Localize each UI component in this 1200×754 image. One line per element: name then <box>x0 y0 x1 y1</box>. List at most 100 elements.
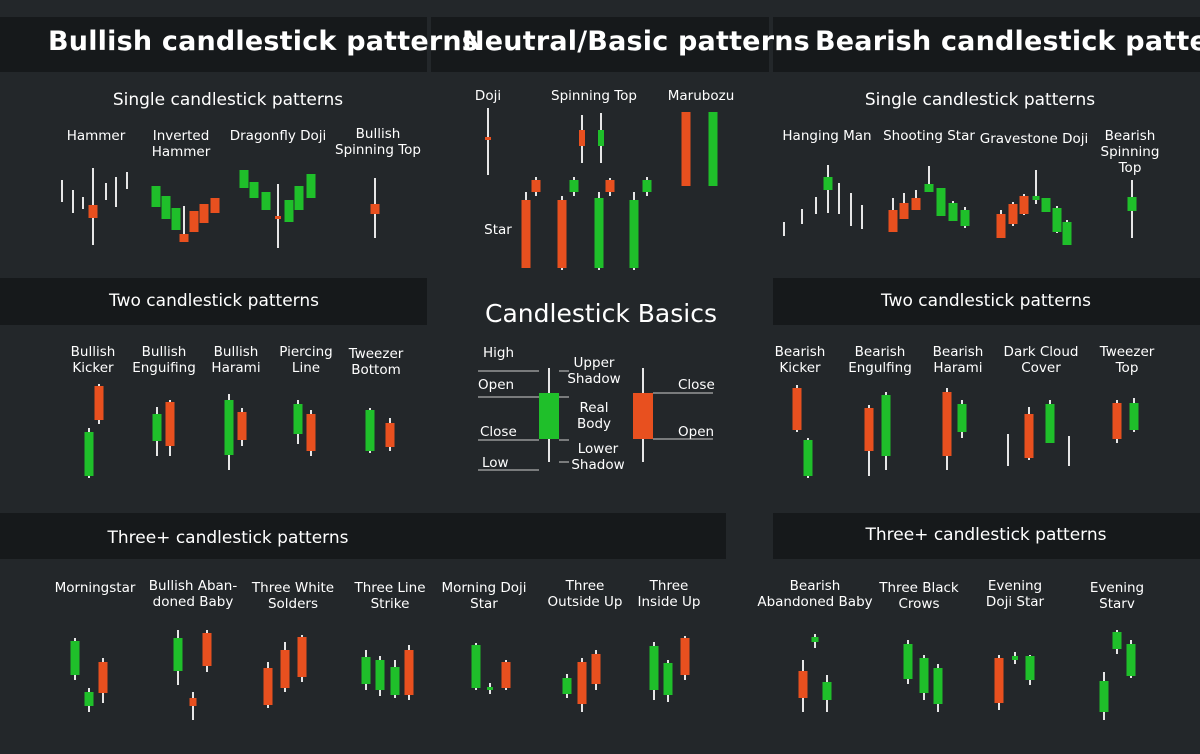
three-line-strike-body <box>390 667 400 695</box>
marubozu-body <box>681 112 691 186</box>
evening-doji-star-body <box>1012 656 1018 660</box>
tweezer-bottom-body <box>365 410 375 451</box>
pattern-label-gravestone-doji: Gravestone Doji <box>979 131 1089 147</box>
bearish-two-title: Two candlestick patterns <box>881 291 1091 311</box>
three-inside-up-body <box>649 646 659 690</box>
hammer-body <box>88 205 98 218</box>
shooting-star-body <box>888 210 898 232</box>
pattern-label-tweezer-top: Tweezer Top <box>1099 344 1155 376</box>
shooting-star-body <box>960 210 970 226</box>
pattern-label-bullish-kicker: Bullish Kicker <box>70 344 116 376</box>
morningstar-body <box>70 641 80 675</box>
three-black-crows-body <box>933 668 943 704</box>
bearish-three-title: Three+ candlestick patterns <box>865 525 1107 545</box>
bullish-single-title: Single candlestick patterns <box>112 90 344 110</box>
gravestone-doji-body <box>1041 198 1051 212</box>
evening-doji-star-body <box>1025 656 1035 680</box>
gravestone-doji-body <box>1052 208 1062 232</box>
three-white-soldiers-body <box>280 650 290 688</box>
three-inside-up-body <box>680 638 690 675</box>
basics-label-high: High <box>483 345 515 361</box>
morningstar-body <box>84 692 94 706</box>
basics-title: Candlestick Basics <box>485 299 717 328</box>
band-bearish-three <box>773 513 1200 559</box>
bullish-engulfing-body <box>152 414 162 441</box>
tweezer-bottom-body <box>385 423 395 447</box>
band-bullish-three <box>0 513 726 559</box>
pattern-label-three-outside-up: Three Outside Up <box>547 578 623 610</box>
evening-star-body <box>1099 681 1109 712</box>
dark-cloud-cover-body <box>1024 414 1034 458</box>
basics-label-upper-shadow: Upper Shadow <box>567 355 621 387</box>
doji-body <box>485 137 491 140</box>
three-white-soldiers-body <box>263 668 273 705</box>
pattern-label-piercing-line: Piercing Line <box>279 344 333 376</box>
pattern-label-bearish-harami: Bearish Harami <box>932 344 984 376</box>
bearish-harami-body <box>942 392 952 456</box>
gravestone-doji-body <box>1032 196 1040 200</box>
basics-label-close-left: Close <box>480 424 517 440</box>
gravestone-doji-body <box>1062 222 1072 245</box>
morning-doji-star-body <box>471 645 481 688</box>
pattern-label-three-white-soldiers: Three White Solders <box>251 580 335 612</box>
pattern-label-bearish-kicker: Bearish Kicker <box>774 344 826 376</box>
basics-label-lower-shadow: Lower Shadow <box>571 441 625 473</box>
three-line-strike-body <box>375 660 385 690</box>
three-line-strike-body <box>361 657 371 684</box>
pattern-label-dragonfly-doji: Dragonfly Doji <box>229 128 327 144</box>
pattern-label-shooting-star: Shooting Star <box>883 128 975 144</box>
inverted-hammer-body <box>210 198 220 213</box>
shooting-star-body <box>911 198 921 210</box>
spinning-top-body <box>579 130 585 146</box>
pattern-label-bearish-engulfing: Bearish Engulfing <box>848 344 912 376</box>
three-outside-up-body <box>577 662 587 704</box>
star-body <box>531 180 541 192</box>
bearish-abandoned-baby-body <box>798 671 808 698</box>
bearish-header: Bearish candlestick patterns <box>815 26 1200 57</box>
basics-label-low: Low <box>482 455 509 471</box>
pattern-label-morning-doji-star: Morning Doji Star <box>441 580 527 612</box>
three-black-crows-body <box>919 658 929 693</box>
pattern-label-three-line-strike: Three Line Strike <box>354 580 426 612</box>
pattern-label-marubozu: Marubozu <box>667 88 735 104</box>
shooting-star-body <box>936 188 946 216</box>
bullish-kicker-body <box>94 386 104 420</box>
dark-cloud-cover-body <box>1045 404 1055 443</box>
three-inside-up-body <box>663 663 673 695</box>
gravestone-doji-body <box>996 214 1006 238</box>
three-outside-up-body <box>591 654 601 684</box>
pattern-label-spinning-top: Spinning Top <box>551 88 637 104</box>
header-band-bullish <box>0 17 427 72</box>
morningstar-body <box>98 662 108 693</box>
pattern-label-hanging-man: Hanging Man <box>782 128 872 144</box>
header-band-neutral <box>431 17 769 72</box>
bearish-kicker-body <box>792 388 802 430</box>
bearish-engulfing-body <box>881 395 891 456</box>
band-bullish-two <box>0 278 427 325</box>
pattern-label-inverted-hammer: Inverted Hammer <box>151 128 211 160</box>
star-body <box>605 180 615 192</box>
neutral-header: Neutral/Basic patterns <box>462 26 810 57</box>
pattern-label-bearish-spinning-top: Bearish Spinning Top <box>1100 128 1160 176</box>
bullish-abandoned-baby-body <box>173 638 183 671</box>
dragonfly-doji-body <box>239 170 249 188</box>
inverted-hammer-body <box>199 204 209 223</box>
evening-doji-star-body <box>994 658 1004 703</box>
inverted-hammer-body <box>161 196 171 219</box>
bearish-abandoned-baby-body <box>811 637 819 642</box>
morning-doji-star-body <box>501 662 511 688</box>
bullish-header: Bullish candlestick patterns <box>48 26 479 57</box>
bullish-spinning-top-body <box>370 204 380 214</box>
bullish-harami-body <box>237 412 247 440</box>
bearish-abandoned-baby-body <box>822 682 832 700</box>
three-line-strike-body <box>404 650 414 695</box>
bullish-two-title: Two candlestick patterns <box>109 291 319 311</box>
tweezer-top-body <box>1112 403 1122 439</box>
basics-label-open-right: Open <box>678 424 715 440</box>
star-body <box>569 180 579 192</box>
basics-bull-candle-body <box>539 393 559 439</box>
three-outside-up-body <box>562 678 572 694</box>
star-body <box>642 180 652 192</box>
dragonfly-doji-body <box>261 192 271 210</box>
pattern-label-morningstar: Morningstar <box>54 580 136 596</box>
